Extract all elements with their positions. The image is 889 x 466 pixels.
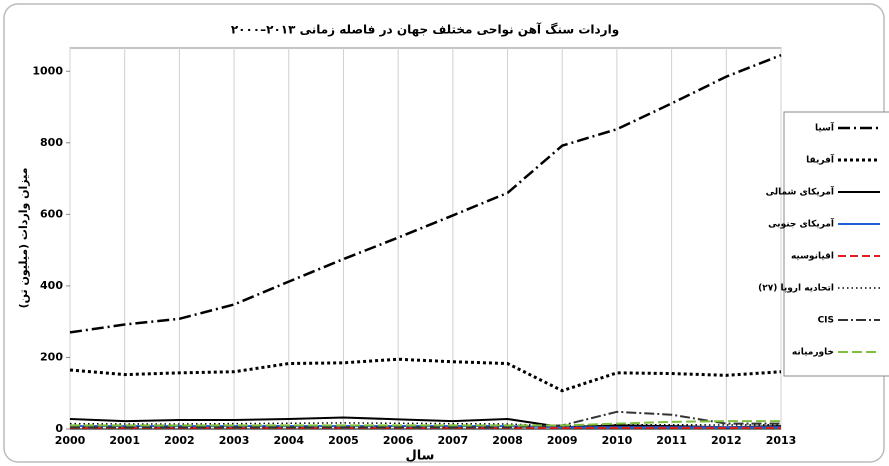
x-tick-label: 2011 [656,434,687,447]
chart-title: واردات سنگ آهن نواحی مختلف جهان در فاصله… [231,22,619,38]
x-tick-label: 2002 [164,434,195,447]
series-line [69,357,782,393]
y-axis-label: میزان واردات (میلیون تن) [17,168,30,309]
legend-label: اتحادیه اروپا (۲۷) [758,284,834,294]
legend-label: آفریقا [806,154,835,166]
series-line [69,422,782,427]
y-tick-label: 1000 [32,64,63,77]
legend-box [783,111,889,377]
x-tick-label: 2009 [547,434,578,447]
y-tick-label: 800 [40,136,63,149]
legend-label: آسیا [815,122,835,134]
x-tick-label: 2003 [219,434,250,447]
x-tick-label: 2012 [711,434,742,447]
legend-label: CIS [818,316,834,326]
x-tick-label: 2010 [602,434,633,447]
x-tick-label: 2005 [328,434,359,447]
series-line [70,420,781,427]
x-tick-label: 2000 [55,434,86,447]
x-axis-label: سال [406,449,435,464]
x-tick-label: 2013 [766,434,797,447]
x-tick-label: 2004 [273,434,304,447]
x-tick-label: 2008 [492,434,523,447]
series-line [69,416,782,429]
y-tick-label: 400 [40,279,63,292]
x-tick-label: 2007 [438,434,469,447]
series-line [69,53,782,334]
plot-area [69,47,782,430]
y-tick-label: 200 [40,350,63,363]
legend-label: آمریکای جنوبی [768,218,835,230]
legend-label: آمریکای شمالی [766,186,835,198]
legend-label: اقیانوسیه [791,252,834,262]
y-tick-label: 600 [40,207,63,220]
y-tick-label: 0 [55,422,63,435]
legend-label: خاورمیانه [792,348,834,358]
series-line [70,410,781,429]
x-tick-label: 2006 [383,434,414,447]
x-tick-label: 2001 [109,434,140,447]
